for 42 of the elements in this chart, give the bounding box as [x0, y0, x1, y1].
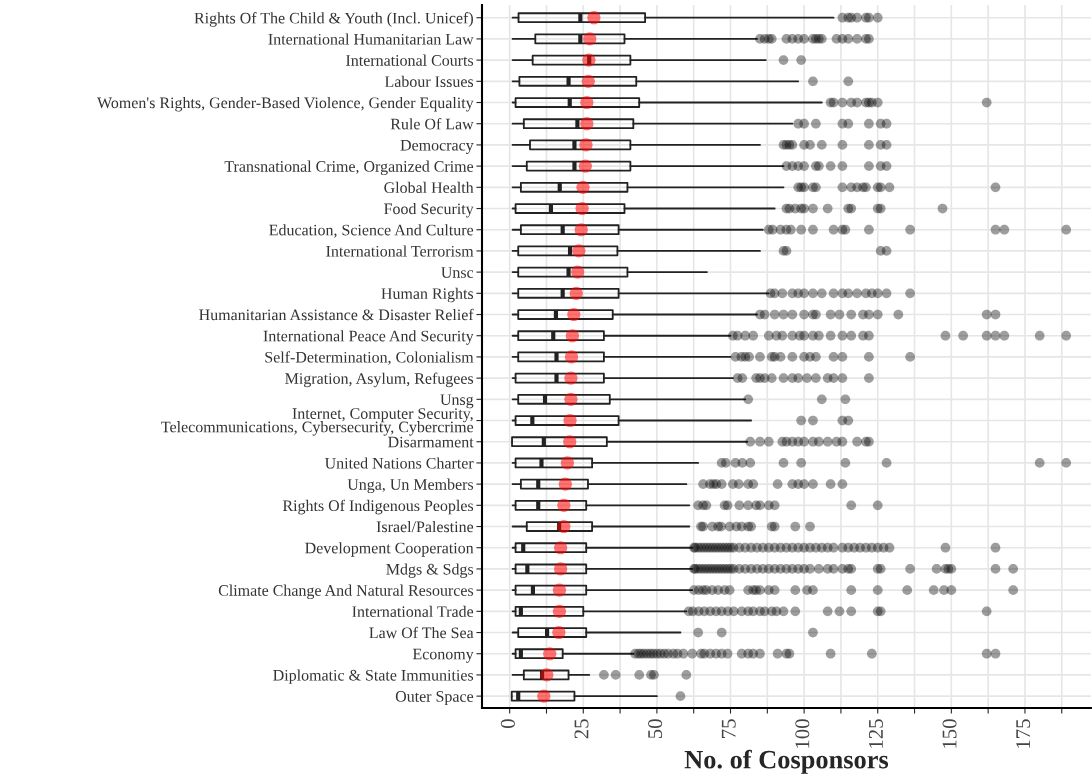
y-tick-label: Outer Space	[395, 691, 474, 706]
y-tick-label: Democracy	[400, 139, 474, 154]
y-tick-label: International Humanitarian Law	[268, 33, 474, 45]
y-tick-label: Labour Issues	[384, 75, 474, 88]
x-tick-label: 100	[795, 719, 810, 748]
y-tick-label: Diplomatic & State Immunities	[273, 669, 474, 684]
y-tick-label: Law Of The Sea	[369, 626, 474, 639]
x-tick-label: 50	[648, 719, 663, 739]
y-tick-label: Mdgs & Sdgs	[386, 563, 474, 578]
y-tick-label: Unsg	[440, 394, 474, 409]
y-tick-label: Human Rights	[381, 287, 474, 303]
y-tick-label: United Nations Charter	[324, 457, 474, 469]
y-tick-label: International Courts	[346, 54, 474, 66]
y-tick-label: Education, Science And Culture	[269, 224, 474, 238]
y-tick-label: Women's Rights, Gender-Based Violence, Gender Equality	[97, 96, 474, 112]
y-tick-label: Development Cooperation	[305, 542, 474, 557]
y-tick-label: Self-Determination, Colonialism	[265, 351, 474, 365]
x-tick-label: 0	[500, 719, 515, 729]
y-tick-label: Unsc	[441, 267, 474, 278]
y-tick-label: International Trade	[352, 605, 474, 618]
y-tick-label: Economy	[412, 648, 474, 663]
y-tick-label: Climate Change And Natural Resources	[218, 584, 474, 600]
y-tick-label: Israel/Palestine	[376, 520, 474, 533]
x-tick-label: 150	[942, 719, 957, 748]
x-axis-title: No. of Cosponsors	[684, 749, 889, 774]
x-tick-label: 25	[574, 719, 589, 739]
x-tick-label: 125	[868, 719, 883, 748]
y-tick-label: Rights Of Indigenous Peoples	[282, 499, 474, 515]
y-tick-label: Migration, Asylum, Refugees	[285, 372, 474, 388]
y-tick-label: International Peace And Security	[263, 330, 474, 345]
y-tick-label: Unga, Un Members	[347, 478, 474, 494]
x-tick-label: 175	[1016, 719, 1031, 748]
y-tick-label: Internet, Computer Security, Telecommunications, Cybersecurity, Cybercrime	[161, 408, 474, 436]
y-tick-label: International Terrorism	[326, 245, 474, 257]
x-tick-label: 75	[721, 719, 736, 738]
y-tick-label: Disarmament	[388, 436, 474, 448]
y-tick-label: Rule Of Law	[390, 118, 474, 130]
y-tick-label: Food Security	[384, 202, 474, 218]
y-tick-label: Transnational Crime, Organized Crime	[224, 160, 474, 176]
y-tick-label: Humanitarian Assistance & Disaster Relief	[199, 308, 474, 321]
y-tick-label: Global Health	[384, 181, 474, 194]
y-tick-label: Rights Of The Child & Youth (Incl. Unicef)	[194, 12, 473, 27]
